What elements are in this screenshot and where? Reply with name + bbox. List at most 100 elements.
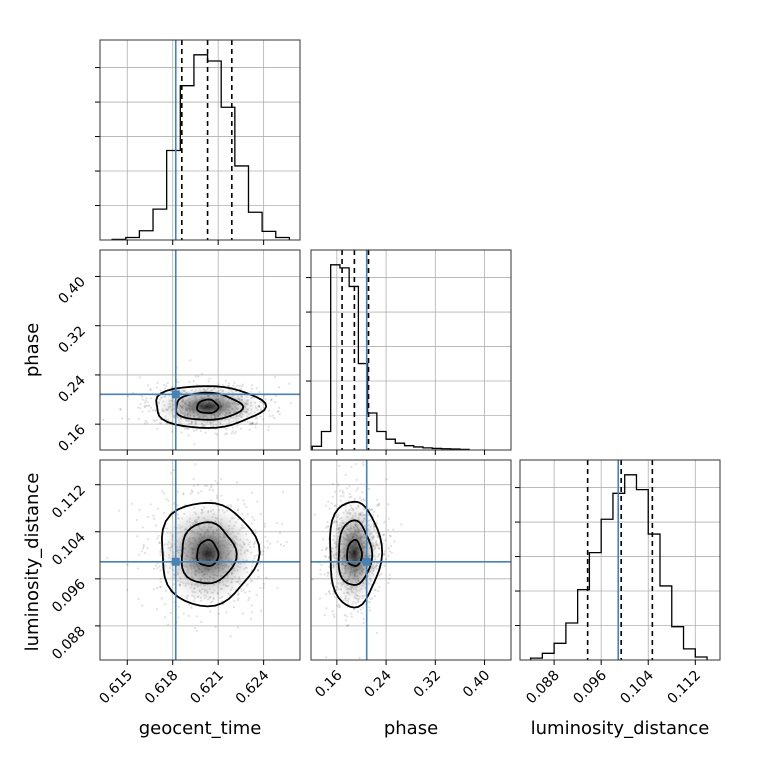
sample-point bbox=[248, 423, 252, 426]
sample-point bbox=[273, 376, 277, 379]
truth-point bbox=[171, 390, 180, 399]
sample-point bbox=[371, 514, 375, 517]
sample-point bbox=[251, 522, 254, 525]
sample-point bbox=[251, 422, 254, 425]
sample-point bbox=[193, 443, 196, 446]
sample-point bbox=[236, 508, 239, 511]
y-tick-label-luminosity_distance: 0.112 bbox=[49, 482, 89, 522]
sample-point bbox=[249, 390, 252, 393]
sample-point bbox=[242, 499, 245, 502]
sample-point bbox=[140, 550, 143, 553]
sample-point bbox=[233, 381, 236, 384]
sample-point bbox=[204, 431, 207, 434]
sample-point bbox=[278, 406, 281, 409]
sample-point bbox=[189, 359, 192, 362]
sample-point bbox=[232, 384, 235, 387]
sample-point bbox=[251, 611, 254, 614]
sample-point bbox=[262, 586, 265, 589]
sample-point bbox=[187, 434, 190, 437]
contour-level-1 bbox=[196, 398, 220, 414]
sample-point bbox=[388, 577, 391, 580]
sample-point bbox=[305, 614, 307, 616]
sample-point bbox=[387, 554, 390, 557]
sample-point bbox=[236, 384, 239, 387]
sample-point bbox=[348, 496, 351, 499]
sample-point bbox=[387, 547, 390, 550]
sample-point bbox=[333, 490, 337, 493]
sample-point bbox=[339, 499, 342, 502]
sample-point bbox=[368, 601, 371, 604]
sample-point bbox=[190, 489, 193, 492]
sample-point bbox=[261, 553, 264, 556]
sample-point bbox=[323, 555, 326, 558]
sample-point bbox=[262, 418, 265, 421]
sample-point bbox=[353, 497, 356, 501]
sample-point bbox=[158, 565, 161, 568]
sample-point bbox=[194, 463, 197, 466]
sample-point bbox=[200, 372, 203, 375]
sample-point bbox=[263, 522, 266, 525]
sample-point bbox=[368, 606, 371, 609]
sample-point bbox=[341, 490, 344, 493]
sample-point bbox=[138, 376, 141, 379]
sample-point bbox=[269, 542, 272, 546]
contour-level-3 bbox=[160, 501, 261, 608]
sample-point bbox=[158, 542, 161, 545]
sample-point bbox=[357, 610, 360, 613]
sample-point bbox=[325, 656, 328, 659]
sample-point bbox=[246, 420, 249, 423]
sample-point bbox=[348, 492, 351, 495]
sample-point bbox=[279, 543, 282, 546]
sample-point bbox=[164, 387, 167, 390]
sample-point bbox=[159, 389, 162, 392]
sample-point bbox=[149, 397, 152, 400]
sample-point bbox=[136, 535, 139, 538]
sample-point bbox=[358, 496, 362, 499]
sample-point bbox=[373, 595, 376, 598]
sample-point bbox=[378, 574, 381, 577]
sample-point bbox=[156, 507, 159, 510]
sample-point bbox=[191, 490, 194, 493]
sample-point bbox=[339, 495, 342, 498]
panel-frame bbox=[310, 249, 512, 451]
sample-point bbox=[119, 408, 122, 411]
sample-point bbox=[260, 550, 263, 553]
sample-point bbox=[146, 401, 149, 404]
sample-point bbox=[141, 398, 144, 401]
sample-point bbox=[378, 585, 381, 589]
sample-point bbox=[333, 505, 336, 508]
sample-point bbox=[160, 422, 163, 425]
sample-point bbox=[231, 430, 234, 433]
sample-point bbox=[215, 433, 219, 436]
sample-point bbox=[139, 403, 142, 406]
sample-point bbox=[374, 589, 377, 592]
sample-point bbox=[154, 408, 157, 411]
sample-point bbox=[153, 517, 156, 521]
sample-point bbox=[144, 399, 147, 402]
panel-phase-hist bbox=[306, 250, 511, 451]
sample-point bbox=[360, 499, 363, 502]
sample-point bbox=[141, 410, 144, 413]
sample-point bbox=[160, 597, 163, 600]
sample-point bbox=[267, 428, 270, 432]
panel-frame bbox=[519, 459, 721, 661]
sample-point bbox=[326, 574, 329, 577]
sample-point bbox=[102, 418, 105, 421]
sample-point bbox=[256, 500, 259, 503]
sample-point bbox=[323, 613, 326, 617]
sample-point bbox=[184, 427, 187, 430]
y-tick-label-luminosity_distance: 0.088 bbox=[49, 623, 89, 663]
sample-point bbox=[350, 495, 353, 498]
sample-point bbox=[164, 527, 167, 530]
sample-point bbox=[251, 384, 254, 387]
sample-point bbox=[324, 504, 327, 507]
sample-point bbox=[376, 498, 379, 501]
sample-point bbox=[155, 418, 159, 421]
sample-point bbox=[220, 477, 223, 481]
panel-frame bbox=[310, 459, 512, 661]
sample-point bbox=[206, 484, 209, 487]
sample-point bbox=[148, 409, 151, 413]
sample-point bbox=[325, 548, 328, 551]
sample-point bbox=[387, 528, 390, 531]
sample-point bbox=[383, 521, 386, 524]
